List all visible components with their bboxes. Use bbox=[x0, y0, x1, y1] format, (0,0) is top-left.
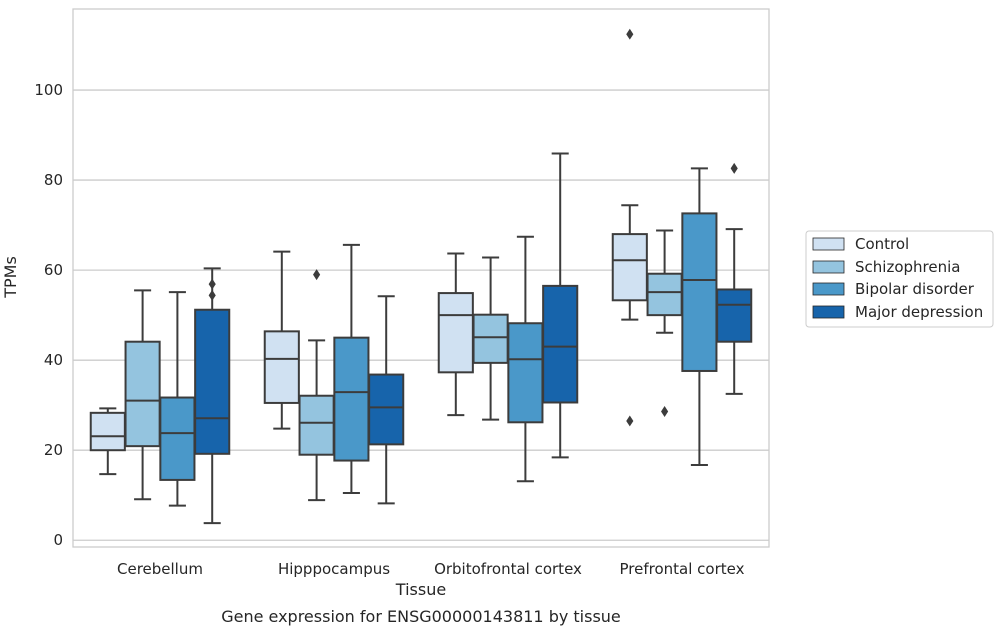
legend-swatch-control bbox=[812, 237, 845, 251]
box-hipppocampus-major-depression bbox=[368, 295, 405, 505]
box-iqr bbox=[472, 313, 509, 364]
box-hipppocampus-control bbox=[263, 250, 300, 430]
box-iqr bbox=[681, 212, 718, 372]
legend-label-bipolar-disorder: Bipolar disorder bbox=[855, 280, 975, 298]
box-iqr bbox=[124, 340, 161, 448]
legend-label-schizophrenia: Schizophrenia bbox=[855, 258, 960, 276]
box-hipppocampus-schizophrenia bbox=[298, 269, 335, 502]
box-iqr bbox=[611, 233, 648, 302]
box-iqr bbox=[646, 272, 683, 317]
legend-swatch-major-depression bbox=[812, 305, 845, 319]
boxes-layer bbox=[89, 28, 753, 525]
box-orbitofrontal-cortex-major-depression bbox=[542, 152, 579, 459]
box-iqr bbox=[333, 336, 370, 462]
legend-frame bbox=[805, 230, 994, 328]
x-tick-label-prefrontal-cortex: Prefrontal cortex bbox=[620, 560, 745, 578]
outlier-point bbox=[313, 269, 321, 281]
legend-swatch-schizophrenia bbox=[812, 260, 845, 274]
y-tick-label-80: 80 bbox=[44, 171, 63, 189]
outlier-point bbox=[730, 162, 738, 174]
box-orbitofrontal-cortex-schizophrenia bbox=[472, 256, 509, 421]
x-tick-label-orbitofrontal-cortex: Orbitofrontal cortex bbox=[434, 560, 582, 578]
y-tick-labels: 0 20 40 60 80 100 bbox=[34, 81, 63, 549]
y-tick-label-20: 20 bbox=[44, 441, 63, 459]
box-iqr bbox=[159, 396, 196, 481]
outlier-point bbox=[208, 289, 216, 301]
box-prefrontal-cortex-control bbox=[611, 28, 648, 427]
legend-label-control: Control bbox=[855, 235, 909, 253]
y-tick-label-100: 100 bbox=[34, 81, 63, 99]
x-tick-label-cerebellum: Cerebellum bbox=[117, 560, 203, 578]
outlier-point bbox=[661, 406, 669, 417]
y-tick-label-0: 0 bbox=[53, 531, 63, 549]
box-cerebellum-control bbox=[89, 407, 126, 476]
box-orbitofrontal-cortex-control bbox=[437, 252, 474, 417]
box-iqr bbox=[194, 308, 231, 455]
box-iqr bbox=[716, 288, 753, 343]
y-axis-label: TPMs bbox=[1, 256, 20, 299]
y-tick-label-60: 60 bbox=[44, 261, 63, 279]
box-orbitofrontal-cortex-bipolar-disorder bbox=[507, 235, 544, 483]
box-prefrontal-cortex-major-depression bbox=[716, 162, 753, 395]
outlier-point bbox=[208, 278, 216, 290]
box-iqr bbox=[542, 284, 579, 404]
legend-label-major-depression: Major depression bbox=[855, 303, 983, 321]
outlier-point bbox=[626, 415, 634, 427]
box-iqr bbox=[298, 394, 335, 456]
y-tick-label-40: 40 bbox=[44, 351, 63, 369]
box-iqr bbox=[368, 373, 405, 446]
box-iqr bbox=[437, 292, 474, 374]
outlier-point bbox=[626, 28, 634, 40]
legend-swatch-bipolar-disorder bbox=[812, 282, 845, 296]
x-tick-label-hipppocampus: Hipppocampus bbox=[278, 560, 390, 578]
legend: Control Schizophrenia Bipolar disorder M… bbox=[805, 230, 994, 328]
box-cerebellum-schizophrenia bbox=[124, 289, 161, 501]
chart-title: Gene expression for ENSG00000143811 by t… bbox=[221, 607, 621, 626]
box-cerebellum-major-depression bbox=[194, 267, 231, 525]
box-iqr bbox=[89, 411, 126, 452]
x-tick-labels: Cerebellum Hipppocampus Orbitofrontal cort… bbox=[117, 560, 745, 578]
x-axis-label: Tissue bbox=[395, 580, 446, 599]
box-iqr bbox=[263, 330, 300, 404]
box-cerebellum-bipolar-disorder bbox=[159, 291, 196, 507]
box-hipppocampus-bipolar-disorder bbox=[333, 243, 370, 494]
box-prefrontal-cortex-bipolar-disorder bbox=[681, 167, 718, 467]
box-iqr bbox=[507, 322, 544, 424]
